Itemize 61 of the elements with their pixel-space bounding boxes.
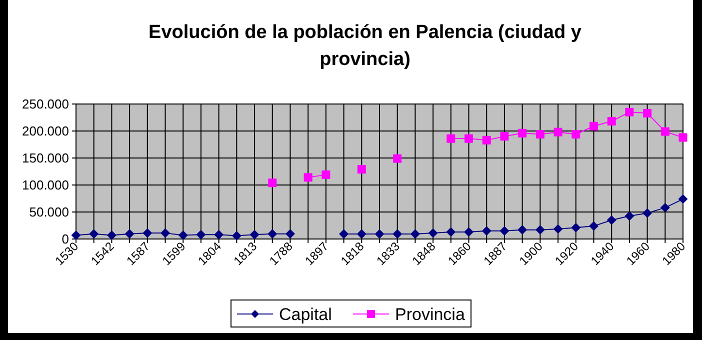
point [571,222,581,232]
legend-label: Capital [279,304,332,324]
point [356,229,366,239]
point [124,229,134,239]
point [322,170,330,179]
point [268,229,278,239]
point [606,215,616,225]
y-tick-label: 100.000 [22,178,69,193]
point [643,108,652,118]
point [607,117,616,126]
point [304,173,312,182]
point [464,227,474,237]
chart-title: Evolución de la población en Palencia (ciudad y provincia) [148,22,582,70]
point [142,228,152,238]
y-tick-label: 50.000 [29,204,69,220]
point [232,231,242,241]
point [196,230,206,240]
point [660,202,670,212]
point [374,229,384,239]
point [660,127,670,136]
point [89,229,99,239]
y-tick-label: 150.000 [22,150,69,166]
y-tick-label: 0 [62,232,69,247]
point [553,224,563,234]
point [428,228,438,238]
point [464,134,474,143]
point [500,226,510,236]
point [160,228,170,238]
point [678,194,688,204]
point [624,211,634,221]
point [393,154,402,163]
point [678,133,688,142]
legend-label: Provincia [395,304,466,324]
point [625,108,634,116]
point [518,225,528,235]
point [589,122,598,130]
point [178,230,188,240]
point [106,230,116,240]
point [71,230,81,240]
point [392,229,402,239]
point [285,229,295,239]
point [268,178,277,188]
point [250,230,260,240]
point [446,134,456,143]
point [446,227,456,237]
point [339,229,349,239]
point [500,132,509,141]
point [214,230,224,240]
point [572,130,580,138]
point [518,128,527,138]
point [536,130,544,138]
point [482,226,492,236]
point [642,208,652,218]
point [357,165,366,174]
point [588,221,598,231]
point [482,136,491,144]
y-tick-label: 200.000 [22,124,69,139]
point [554,128,562,136]
point [410,229,420,239]
point [535,225,545,235]
y-tick-label: 250.000 [22,96,69,112]
